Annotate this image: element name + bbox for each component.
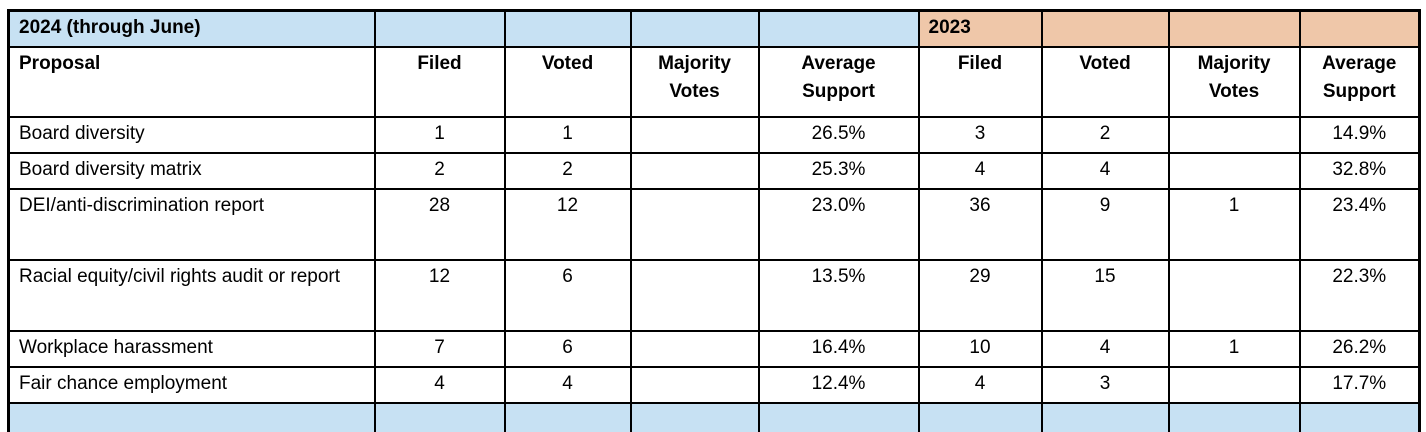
value-cell: 7 xyxy=(373,330,506,368)
value-cell xyxy=(1167,116,1301,154)
value-cell xyxy=(1167,366,1301,404)
value-cell xyxy=(1167,152,1301,190)
col-header-average-support-2023: Average Support xyxy=(1298,46,1421,118)
value-cell: 14.9% xyxy=(1298,116,1421,154)
column-header-row: Proposal Filed Voted Majority Votes Aver… xyxy=(7,46,1421,118)
year-header-2023: 2023 xyxy=(917,9,1043,48)
value-cell xyxy=(629,259,760,332)
col-header-proposal: Proposal xyxy=(7,46,376,118)
proposal-cell: Racial equity/civil rights audit or repo… xyxy=(7,259,376,332)
year-2023-spacer-cell xyxy=(1298,9,1421,48)
value-cell: 4 xyxy=(917,152,1043,190)
proposal-cell: Fair chance employment xyxy=(7,366,376,404)
proposal-cell: Board diversity xyxy=(7,116,376,154)
year-2024-spacer-cell xyxy=(373,9,506,48)
footer-spacer-cell xyxy=(629,402,760,432)
col-header-filed-2024: Filed xyxy=(373,46,506,118)
year-2024-spacer-cell xyxy=(757,9,920,48)
value-cell: 26.5% xyxy=(757,116,920,154)
year-2023-spacer-cell xyxy=(1167,9,1301,48)
value-cell xyxy=(629,366,760,404)
value-cell: 1 xyxy=(373,116,506,154)
value-cell: 16.4% xyxy=(757,330,920,368)
value-cell: 1 xyxy=(1167,330,1301,368)
value-cell: 36 xyxy=(917,188,1043,261)
footer-spacer-cell xyxy=(1167,402,1301,432)
year-2024-spacer-cell xyxy=(629,9,760,48)
value-cell: 17.7% xyxy=(1298,366,1421,404)
proposal-cell: Workplace harassment xyxy=(7,330,376,368)
value-cell: 12 xyxy=(503,188,632,261)
value-cell: 12 xyxy=(373,259,506,332)
value-cell xyxy=(629,152,760,190)
value-cell: 23.0% xyxy=(757,188,920,261)
value-cell: 15 xyxy=(1040,259,1170,332)
table-row-racial-equity-civil-rights-audit: Racial equity/civil rights audit or repo… xyxy=(7,259,1421,332)
value-cell: 28 xyxy=(373,188,506,261)
year-header-2024: 2024 (through June) xyxy=(7,9,376,48)
footer-spacer-cell xyxy=(1040,402,1170,432)
value-cell xyxy=(1167,259,1301,332)
col-header-voted-2023: Voted xyxy=(1040,46,1170,118)
footer-spacer-cell xyxy=(373,402,506,432)
table-row-board-diversity-matrix: Board diversity matrix 2 2 25.3% 4 4 32.… xyxy=(7,152,1421,190)
value-cell: 6 xyxy=(503,259,632,332)
footer-spacer-cell xyxy=(7,402,376,432)
value-cell xyxy=(629,188,760,261)
value-cell: 26.2% xyxy=(1298,330,1421,368)
year-header-row: 2024 (through June) 2023 xyxy=(7,9,1421,48)
value-cell: 12.4% xyxy=(757,366,920,404)
proposal-cell: DEI/anti-discrimination report xyxy=(7,188,376,261)
value-cell: 2 xyxy=(373,152,506,190)
col-header-voted-2024: Voted xyxy=(503,46,632,118)
shareholder-proposals-table: 2024 (through June) 2023 Proposal Filed … xyxy=(7,9,1421,432)
footer-spacer-cell xyxy=(503,402,632,432)
value-cell: 22.3% xyxy=(1298,259,1421,332)
value-cell: 13.5% xyxy=(757,259,920,332)
col-header-majority-votes-2023: Majority Votes xyxy=(1167,46,1301,118)
table-row-workplace-harassment: Workplace harassment 7 6 16.4% 10 4 1 26… xyxy=(7,330,1421,368)
table-row-dei-anti-discrimination-report: DEI/anti-discrimination report 28 12 23.… xyxy=(7,188,1421,261)
value-cell: 32.8% xyxy=(1298,152,1421,190)
year-2024-spacer-cell xyxy=(503,9,632,48)
value-cell: 1 xyxy=(1167,188,1301,261)
table-row-fair-chance-employment: Fair chance employment 4 4 12.4% 4 3 17.… xyxy=(7,366,1421,404)
value-cell: 2 xyxy=(1040,116,1170,154)
year-2023-spacer-cell xyxy=(1040,9,1170,48)
footer-spacer-row xyxy=(7,402,1421,432)
value-cell xyxy=(629,116,760,154)
value-cell: 9 xyxy=(1040,188,1170,261)
value-cell: 3 xyxy=(917,116,1043,154)
value-cell: 10 xyxy=(917,330,1043,368)
value-cell: 23.4% xyxy=(1298,188,1421,261)
value-cell: 4 xyxy=(503,366,632,404)
col-header-majority-votes-2024: Majority Votes xyxy=(629,46,760,118)
col-header-filed-2023: Filed xyxy=(917,46,1043,118)
col-header-average-support-2024: Average Support xyxy=(757,46,920,118)
table-row-board-diversity: Board diversity 1 1 26.5% 3 2 14.9% xyxy=(7,116,1421,154)
value-cell: 3 xyxy=(1040,366,1170,404)
value-cell: 25.3% xyxy=(757,152,920,190)
value-cell: 4 xyxy=(373,366,506,404)
value-cell xyxy=(629,330,760,368)
value-cell: 1 xyxy=(503,116,632,154)
value-cell: 4 xyxy=(917,366,1043,404)
value-cell: 4 xyxy=(1040,330,1170,368)
proposal-cell: Board diversity matrix xyxy=(7,152,376,190)
value-cell: 2 xyxy=(503,152,632,190)
value-cell: 29 xyxy=(917,259,1043,332)
footer-spacer-cell xyxy=(757,402,920,432)
value-cell: 6 xyxy=(503,330,632,368)
footer-spacer-cell xyxy=(917,402,1043,432)
value-cell: 4 xyxy=(1040,152,1170,190)
footer-spacer-cell xyxy=(1298,402,1421,432)
